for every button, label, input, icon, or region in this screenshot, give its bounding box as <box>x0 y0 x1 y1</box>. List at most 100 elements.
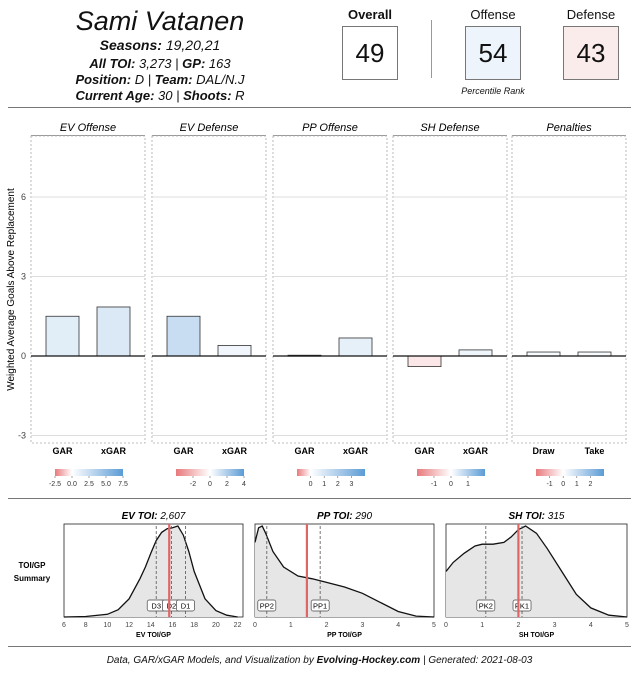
x-tick-label: GAR <box>174 446 195 456</box>
legend-tick-label: 1 <box>575 481 579 488</box>
density-x-tick: 8 <box>84 622 88 629</box>
density-x-tick: 20 <box>212 622 220 629</box>
density-x-tick: 3 <box>360 622 364 629</box>
legend-tick-label: -1 <box>431 481 437 488</box>
density-panel-sh-toi: SH TOI: 315 PK2 PK1 0 1 2 3 4 5 SH TOI/GP <box>444 511 629 639</box>
panel-title: EV Offense <box>60 122 116 134</box>
density-x-tick: 22 <box>234 622 242 629</box>
y-tick-label: 3 <box>21 272 26 282</box>
offense-value-box: 54 <box>465 26 521 80</box>
quantile-label: PK2 <box>479 602 493 611</box>
density-x-tick: 3 <box>553 622 557 629</box>
footer-suffix: | Generated: 2021-08-03 <box>420 655 533 666</box>
density-panel-ev-toi: EV TOI: 2,607 D3 D2 D1 6 8 10 12 14 16 18 20 22 EV TO… <box>62 511 244 639</box>
team-value: DAL/N.J <box>196 72 245 87</box>
density-title: PP TOI: 290 <box>317 511 372 522</box>
density-title-value: 315 <box>545 511 565 522</box>
density-x-tick: 12 <box>125 622 133 629</box>
footer-prefix: Data, GAR/xGAR Models, and Visualization… <box>106 655 317 666</box>
legend-colorbar <box>417 469 485 476</box>
legend-tick-label: 0 <box>309 481 313 488</box>
legend-tick-label: 3 <box>349 481 353 488</box>
legend-tick-label: 5.0 <box>101 481 111 488</box>
density-curve <box>254 525 435 618</box>
density-x-tick: 6 <box>62 622 66 629</box>
quantile-badge <box>176 599 195 612</box>
header-divider <box>8 107 631 108</box>
bar-gar <box>407 355 442 368</box>
y-tick-label: -3 <box>18 431 26 441</box>
all-toi-label: All TOI <box>89 56 132 71</box>
bar-xgar <box>458 349 493 357</box>
panel-frame <box>511 135 627 444</box>
footer-brand: Evolving-Hockey.com <box>316 655 421 666</box>
seasons-label: Seasons <box>99 37 158 53</box>
panel-frame <box>30 135 146 444</box>
density-x-tick: 2 <box>516 622 520 629</box>
panel-sh-defense: SH Defense GAR xGAR -1 0 1 <box>392 122 508 488</box>
x-tick-label: xGAR <box>343 446 369 456</box>
all-toi-value: 3,273 <box>139 56 172 71</box>
legend-tick-label: 1 <box>322 481 326 488</box>
x-tick-label: Draw <box>532 446 555 456</box>
density-x-tick: 1 <box>289 622 293 629</box>
legend-tick-label: 2 <box>336 481 340 488</box>
panel-title: PP Offense <box>302 122 358 134</box>
density-x-tick: 18 <box>190 622 198 629</box>
quantile-label: D1 <box>181 602 191 611</box>
shoots-value: R <box>235 88 245 103</box>
quantile-label: PP1 <box>313 602 327 611</box>
quantile-label: D2 <box>167 602 177 611</box>
density-x-label: EV TOI/GP <box>136 632 171 639</box>
footer-credit: Data, GAR/xGAR Models, and Visualization… <box>0 655 639 666</box>
density-title-label: EV TOI: <box>122 511 158 522</box>
toi-row-label: TOI/GP <box>19 561 47 570</box>
age-value: 30 <box>158 88 173 103</box>
defense-label: Defense <box>566 7 616 22</box>
density-area <box>64 526 238 617</box>
quantile-label: D3 <box>151 602 161 611</box>
density-x-label: PP TOI/GP <box>327 632 362 639</box>
density-x-tick: 0 <box>253 622 257 629</box>
legend-tick-label: 0 <box>208 481 212 488</box>
panel-title: EV Defense <box>180 122 239 134</box>
y-axis-title: Weighted Average Goals Above Replacement <box>6 188 17 391</box>
gp-label: GP <box>182 56 201 71</box>
density-title-label: PP TOI: <box>317 511 353 522</box>
overall-value-box: 49 <box>342 26 398 80</box>
density-x-label: SH TOI/GP <box>519 632 555 639</box>
quantile-label: PK1 <box>515 602 529 611</box>
density-x-tick: 5 <box>432 622 436 629</box>
gar-bar-chart: Weighted Average Goals Above Replacement… <box>6 122 627 488</box>
legend-tick-label: 1 <box>466 481 470 488</box>
percentile-rank-note: Percentile Rank <box>461 86 525 96</box>
panel-penalties: Penalties Draw Take -1 0 1 2 <box>511 122 627 488</box>
legend-tick-label: 7.5 <box>118 481 128 488</box>
density-area <box>255 526 434 617</box>
seasons-line: Seasons: 19,20,21 <box>99 37 221 53</box>
legend-tick-label: 2 <box>588 481 592 488</box>
density-title-value: 2,607 <box>158 511 186 522</box>
legend-colorbar <box>536 469 604 476</box>
legend-tick-label: 2.5 <box>84 481 94 488</box>
x-tick-label: Take <box>585 446 605 456</box>
x-tick-label: xGAR <box>101 446 127 456</box>
quantile-badge <box>310 599 330 612</box>
percentile-divider <box>431 20 432 78</box>
panel-title: SH Defense <box>420 122 479 134</box>
quantile-badge <box>476 599 496 612</box>
legend-colorbar <box>55 469 123 476</box>
position-label: Position <box>75 72 127 87</box>
x-tick-label: xGAR <box>463 446 489 456</box>
team-label: Team <box>154 72 189 87</box>
bar-xgar <box>96 306 131 357</box>
quantile-badge <box>257 599 277 612</box>
legend-tick-label: 0 <box>561 481 565 488</box>
quantile-label: PP2 <box>260 602 274 611</box>
density-curve <box>63 525 238 618</box>
legend-colorbar <box>176 469 244 476</box>
legend-tick-label: -1 <box>546 481 552 488</box>
legend-tick-label: 0.0 <box>67 481 77 488</box>
x-tick-label: GAR <box>295 446 316 456</box>
x-tick-label: GAR <box>53 446 74 456</box>
